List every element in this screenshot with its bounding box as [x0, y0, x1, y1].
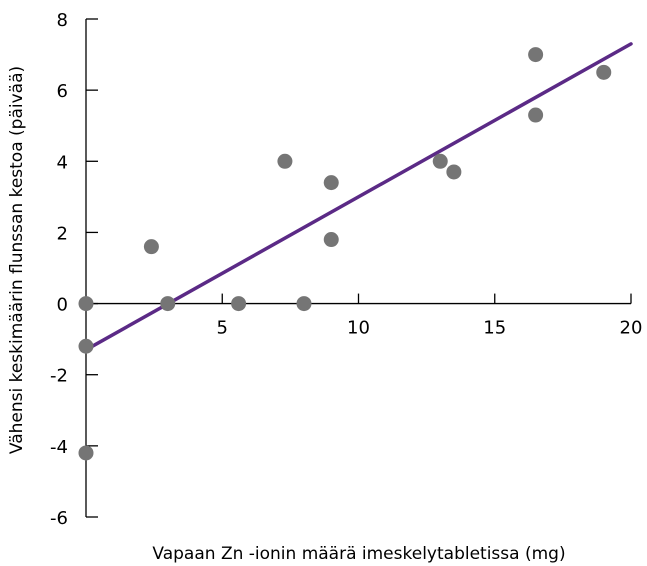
- data-points: [78, 47, 612, 461]
- data-point: [323, 232, 339, 248]
- y-tick-label: 2: [57, 223, 68, 244]
- y-tick-label: 8: [57, 10, 68, 31]
- x-tick-label: 15: [483, 318, 506, 339]
- axes: [85, 18, 632, 518]
- y-axis-title: Vähensi keskimäärin flunssan kestoa (päi…: [7, 66, 27, 454]
- data-point: [78, 296, 94, 312]
- trendline-layer: [84, 42, 633, 352]
- data-point: [596, 64, 612, 80]
- x-axis-title: Vapaan Zn -ionin määrä imeskelytabletiss…: [152, 544, 565, 564]
- y-tick-label: -2: [50, 366, 68, 387]
- x-tick-label: 10: [347, 318, 370, 339]
- y-tick-label: 0: [57, 295, 68, 316]
- data-point: [160, 296, 176, 312]
- data-point: [528, 47, 544, 63]
- data-point: [277, 153, 293, 169]
- data-point: [231, 296, 247, 312]
- data-point: [143, 239, 159, 255]
- data-point: [323, 175, 339, 191]
- data-point: [528, 107, 544, 123]
- y-tick-label: 4: [57, 152, 68, 173]
- x-tick-label: 20: [620, 318, 643, 339]
- data-point: [78, 445, 94, 461]
- data-point: [446, 164, 462, 180]
- y-tick-label: 6: [57, 81, 68, 102]
- trendline: [84, 42, 633, 352]
- x-tick-label: 5: [217, 318, 228, 339]
- tick-labels: -6 -4 -2 0 2 4 6 8 5 10 15 20: [50, 10, 642, 529]
- data-point: [296, 296, 312, 312]
- y-tick-label: -4: [50, 437, 68, 458]
- data-point: [432, 153, 448, 169]
- y-tick-label: -6: [50, 508, 68, 529]
- data-point: [78, 338, 94, 354]
